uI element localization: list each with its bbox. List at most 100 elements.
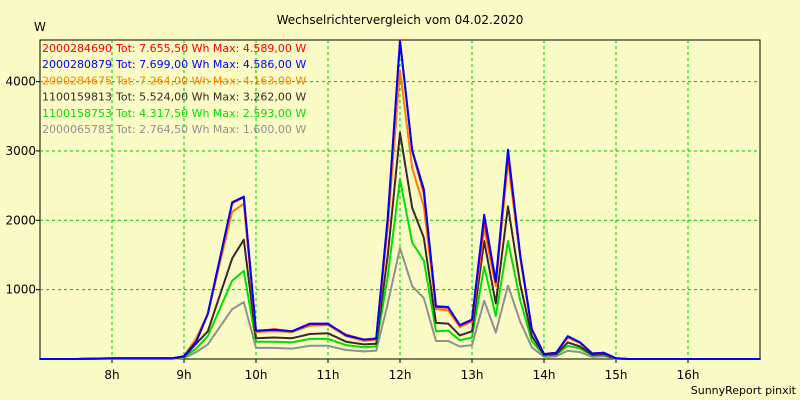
y-axis-label: W bbox=[34, 20, 46, 34]
data-point-1100158753 bbox=[579, 347, 581, 350]
data-point-1100158753 bbox=[206, 335, 209, 337]
data-point-1100159813 bbox=[231, 257, 234, 260]
x-tick-label: 13h bbox=[461, 368, 484, 382]
data-point-1100158753 bbox=[566, 345, 569, 347]
data-point-2000065783 bbox=[543, 356, 545, 358]
x-tick-label: 8h bbox=[104, 368, 119, 382]
data-point-2000065783 bbox=[566, 349, 569, 352]
data-point-2000065783 bbox=[483, 299, 486, 302]
data-point-1100159813 bbox=[386, 254, 389, 256]
data-point-1100158753 bbox=[458, 339, 461, 342]
data-point-2000284675 bbox=[458, 326, 461, 328]
data-point-2000280879 bbox=[591, 352, 594, 355]
data-point-2000280879 bbox=[458, 324, 461, 326]
data-point-2000284690 bbox=[399, 39, 401, 41]
data-point-1100158753 bbox=[345, 344, 347, 346]
data-point-2000280879 bbox=[483, 213, 486, 216]
data-point-2000284675 bbox=[435, 308, 437, 310]
legend-entry: 2000284675 Tot: 7.264,00 Wh Max: 4.163,00… bbox=[42, 74, 306, 87]
data-point-2000065783 bbox=[555, 355, 558, 358]
data-point-1100158753 bbox=[242, 270, 245, 272]
data-point-2000065783 bbox=[494, 331, 497, 334]
x-tick-label: 9h bbox=[176, 368, 191, 382]
y-tick-label: 3000 bbox=[5, 144, 36, 158]
legend-name: 1100158753 bbox=[42, 107, 112, 120]
data-point-2000065783 bbox=[411, 285, 414, 287]
data-point-1100158753 bbox=[483, 265, 486, 268]
data-point-1100158753 bbox=[231, 279, 234, 282]
data-point-2000280879 bbox=[422, 188, 425, 190]
data-point-1100158753 bbox=[471, 336, 473, 339]
data-point-2000065783 bbox=[386, 302, 389, 305]
legend-entry: 2000065783 Tot: 2.764,50 Wh Max: 1.600,00… bbox=[42, 123, 306, 136]
legend-summary: Tot: 7.264,00 Wh Max: 4.163,00 W bbox=[115, 74, 306, 87]
data-point-2000280879 bbox=[170, 357, 173, 360]
data-point-1100158753 bbox=[447, 329, 450, 332]
legend-summary: Tot: 5.524,00 Wh Max: 3.262,00 W bbox=[115, 91, 306, 104]
data-point-2000284675 bbox=[494, 285, 497, 287]
data-point-2000065783 bbox=[579, 351, 581, 353]
data-point-1100159813 bbox=[327, 332, 329, 335]
legend-entry: 2000280879 Tot: 7.699,00 Wh Max: 4.586,00… bbox=[42, 58, 306, 71]
data-point-2000065783 bbox=[458, 345, 461, 348]
y-tick-label: 4000 bbox=[5, 75, 36, 89]
data-point-2000280879 bbox=[602, 351, 605, 354]
legend-entry: 2000284690 Tot: 7.655,50 Wh Max: 4.589,00… bbox=[42, 42, 306, 55]
data-point-2000280879 bbox=[327, 322, 329, 325]
legend-name: 2000284675 bbox=[42, 74, 112, 87]
data-point-1100159813 bbox=[291, 337, 293, 339]
data-point-1100159813 bbox=[471, 330, 473, 333]
data-point-2000280879 bbox=[627, 358, 630, 360]
legend-entry: 1100158753 Tot: 4.317,50 Wh Max: 2.593,00… bbox=[42, 107, 306, 120]
legend-name: 2000280879 bbox=[42, 58, 112, 71]
data-point-1100158753 bbox=[494, 315, 497, 317]
data-point-2000280879 bbox=[435, 305, 437, 308]
data-point-2000280879 bbox=[309, 322, 311, 325]
data-point-2000280879 bbox=[75, 358, 77, 360]
data-point-2000280879 bbox=[411, 149, 414, 152]
data-point-2000280879 bbox=[651, 358, 653, 360]
data-point-2000065783 bbox=[345, 349, 347, 351]
data-point-1100158753 bbox=[399, 178, 401, 180]
x-tick-label: 11h bbox=[317, 368, 340, 382]
legend-name: 1100159813 bbox=[42, 91, 112, 104]
data-point-1100159813 bbox=[255, 337, 257, 339]
data-point-2000280879 bbox=[759, 358, 761, 360]
legend-entry: 1100159813 Tot: 5.524,00 Wh Max: 3.262,00… bbox=[42, 91, 306, 104]
legend-summary: Tot: 7.655,50 Wh Max: 4.589,00 W bbox=[115, 42, 306, 55]
data-point-2000065783 bbox=[591, 356, 594, 358]
x-tick-label: 14h bbox=[533, 368, 556, 382]
chart-footer: SunnyReport pinxit bbox=[691, 384, 797, 397]
data-point-2000280879 bbox=[147, 357, 149, 360]
data-point-1100158753 bbox=[291, 341, 293, 344]
data-point-2000065783 bbox=[435, 340, 437, 342]
legend-name: 2000284690 bbox=[42, 42, 112, 55]
data-point-2000280879 bbox=[519, 254, 522, 256]
data-point-2000065783 bbox=[206, 343, 209, 346]
data-point-1100159813 bbox=[579, 345, 581, 348]
data-point-1100159813 bbox=[309, 333, 311, 335]
data-point-2000280879 bbox=[255, 329, 257, 332]
data-point-1100159813 bbox=[363, 343, 365, 346]
data-point-2000284675 bbox=[399, 69, 401, 72]
data-point-1100159813 bbox=[483, 240, 486, 242]
data-point-1100159813 bbox=[242, 238, 245, 241]
data-point-1100159813 bbox=[507, 205, 509, 208]
data-point-2000280879 bbox=[494, 280, 497, 283]
legend-name: 2000065783 bbox=[42, 123, 112, 136]
data-point-2000280879 bbox=[39, 358, 41, 360]
data-point-2000280879 bbox=[273, 329, 275, 331]
data-point-2000280879 bbox=[471, 318, 473, 321]
data-point-2000280879 bbox=[530, 328, 533, 330]
data-point-1100158753 bbox=[519, 299, 522, 301]
data-point-2000280879 bbox=[615, 357, 617, 360]
data-point-2000280879 bbox=[663, 358, 666, 360]
chart-title: Wechselrichtervergleich vom 04.02.2020 bbox=[277, 13, 524, 27]
x-tick-label: 16h bbox=[677, 368, 700, 382]
grid bbox=[40, 40, 760, 359]
legend-summary: Tot: 4.317,50 Wh Max: 2.593,00 W bbox=[115, 107, 306, 120]
data-point-1100159813 bbox=[530, 335, 533, 337]
data-point-2000280879 bbox=[206, 313, 209, 315]
data-point-2000065783 bbox=[273, 347, 275, 349]
